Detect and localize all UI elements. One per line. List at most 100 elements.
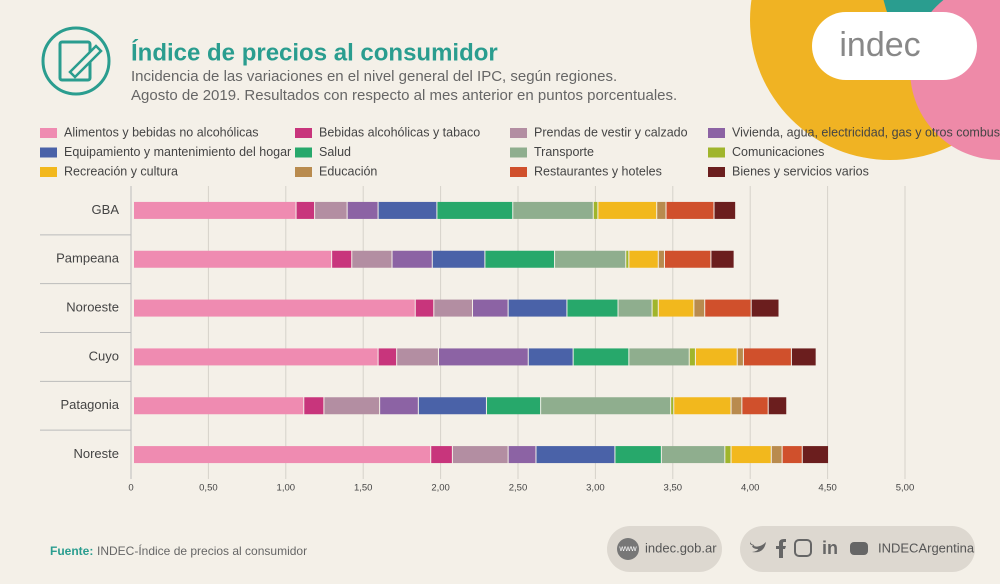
bar-segment: [615, 446, 661, 464]
bar-segment: [791, 348, 816, 366]
x-tick-label: 5,00: [896, 483, 915, 494]
facebook-icon[interactable]: [776, 539, 786, 558]
bar-segment: [437, 201, 513, 219]
y-tick-label: GBA: [92, 202, 120, 217]
legend-swatch: [295, 167, 312, 177]
legend-swatch: [295, 147, 312, 158]
bar-segment: [508, 446, 536, 464]
youtube-icon[interactable]: [850, 542, 868, 555]
instagram-icon[interactable]: [794, 539, 812, 557]
social-handle[interactable]: INDECArgentina: [878, 540, 975, 555]
web-icon: www: [618, 544, 637, 553]
y-tick-label: Patagonia: [60, 397, 119, 412]
bar-segment: [666, 201, 714, 219]
x-tick-label: 0,50: [199, 483, 218, 494]
bar-segment: [661, 446, 725, 464]
bar-segment: [485, 250, 555, 268]
bar-segment: [473, 299, 508, 317]
legend-swatch: [708, 167, 725, 177]
bar-segment: [629, 250, 658, 268]
y-tick-label: Noreste: [73, 446, 119, 461]
website[interactable]: indec.gob.ar: [645, 540, 717, 555]
bar-segment: [629, 348, 689, 366]
x-tick-label: 3,50: [664, 483, 683, 494]
bar-segment: [352, 250, 392, 268]
bar-segment: [711, 250, 734, 268]
legend-swatch: [295, 128, 312, 138]
bar-segment: [743, 348, 791, 366]
bar-segment: [380, 397, 418, 415]
y-tick-label: Noroeste: [66, 300, 119, 315]
legend-label: Equipamiento y mantenimiento del hogar: [64, 145, 291, 159]
logo: indec: [839, 26, 920, 64]
y-tick-label: Pampeana: [56, 251, 120, 266]
web-pill[interactable]: [607, 526, 722, 572]
bar-segment: [802, 446, 829, 464]
bar-segment: [438, 348, 528, 366]
subtitle: Incidencia de las variaciones en el nive…: [131, 68, 617, 85]
x-tick-label: 0: [128, 483, 133, 494]
bar-segment: [671, 397, 674, 415]
bar-segment: [731, 397, 742, 415]
bar-segment: [296, 201, 315, 219]
bar-segment: [768, 397, 787, 415]
bar-segment: [573, 348, 629, 366]
bar-segment: [415, 299, 434, 317]
twitter-icon[interactable]: [750, 541, 766, 553]
legend-label: Prendas de vestir y calzado: [534, 125, 688, 139]
bar-segment: [134, 397, 304, 415]
bar-segment: [751, 299, 779, 317]
bar-segment: [695, 348, 737, 366]
bar-segment: [431, 446, 452, 464]
legend-swatch: [510, 167, 527, 177]
bar-segment: [378, 201, 437, 219]
legend-label: Comunicaciones: [732, 145, 824, 159]
legend-label: Bebidas alcohólicas y tabaco: [319, 125, 480, 139]
icon: [68, 44, 103, 79]
bar-segment: [652, 299, 658, 317]
x-tick-label: 2,50: [509, 483, 528, 494]
x-tick-label: 3,00: [586, 483, 605, 494]
bar-segment: [674, 397, 731, 415]
bar-segment: [134, 299, 415, 317]
x-tick-label: 1,50: [354, 483, 373, 494]
legend-label: Recreación y cultura: [64, 164, 178, 178]
bar-segment: [742, 397, 768, 415]
bar-segment: [418, 397, 486, 415]
logo-pill: [812, 12, 977, 80]
legend-swatch: [40, 167, 57, 177]
legend-label: Transporte: [534, 145, 594, 159]
source: INDEC-Índice de precios al consumidor: [97, 543, 307, 558]
x-tick-label: 4,00: [741, 483, 760, 494]
subtitle: Agosto de 2019. Resultados con respecto …: [131, 87, 677, 104]
chart-title: Índice de precios al consumidor: [131, 38, 498, 66]
x-tick-label: 4,50: [818, 483, 837, 494]
bar-segment: [782, 446, 802, 464]
bar-segment: [347, 201, 378, 219]
bar-segment: [397, 348, 438, 366]
bar-segment: [536, 446, 615, 464]
bar-segment: [555, 250, 626, 268]
bar-segment: [705, 299, 751, 317]
legend-label: Salud: [319, 145, 351, 159]
legend-label: Educación: [319, 164, 377, 178]
bar-segment: [658, 250, 664, 268]
bar-segment: [725, 446, 731, 464]
legend-swatch: [40, 147, 57, 158]
legend-swatch: [510, 147, 527, 158]
x-tick-label: 1,00: [277, 483, 296, 494]
bar-segment: [332, 250, 352, 268]
bar-segment: [508, 299, 567, 317]
legend-swatch: [708, 147, 725, 158]
legend-label: Restaurantes y hoteles: [534, 164, 662, 178]
bar-segment: [392, 250, 432, 268]
legend-label: Alimentos y bebidas no alcohólicas: [64, 125, 259, 139]
bar-segment: [567, 299, 618, 317]
bar-segment: [731, 446, 771, 464]
bar-segment: [593, 201, 598, 219]
legend-label: Bienes y servicios varios: [732, 164, 869, 178]
bar-segment: [452, 446, 508, 464]
bar-segment: [658, 299, 694, 317]
linkedin-icon[interactable]: in: [822, 538, 838, 558]
bar-segment: [528, 348, 573, 366]
